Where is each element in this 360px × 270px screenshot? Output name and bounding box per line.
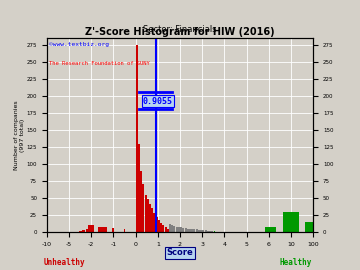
Bar bbox=[123, 229, 126, 232]
Bar bbox=[169, 224, 171, 232]
Bar bbox=[147, 200, 149, 232]
Bar bbox=[140, 171, 142, 232]
Bar bbox=[207, 231, 209, 232]
Text: ©www.textbiz.org: ©www.textbiz.org bbox=[49, 42, 109, 47]
Bar bbox=[162, 225, 164, 232]
Bar bbox=[218, 231, 220, 232]
Bar bbox=[211, 231, 213, 232]
Bar bbox=[136, 45, 138, 232]
Bar bbox=[209, 231, 211, 232]
Bar bbox=[86, 229, 89, 232]
X-axis label: Score: Score bbox=[167, 248, 193, 257]
Bar bbox=[216, 231, 217, 232]
Title: Z'-Score Histogram for HIW (2016): Z'-Score Histogram for HIW (2016) bbox=[85, 27, 275, 37]
Bar bbox=[183, 228, 184, 232]
Bar bbox=[71, 231, 74, 232]
Text: Healthy: Healthy bbox=[279, 258, 311, 267]
Y-axis label: Number of companies
(997 total): Number of companies (997 total) bbox=[14, 100, 25, 170]
Bar bbox=[66, 231, 68, 232]
Bar bbox=[98, 227, 107, 232]
Bar bbox=[305, 222, 321, 232]
Bar bbox=[151, 208, 153, 232]
Bar bbox=[176, 227, 177, 232]
Bar bbox=[225, 231, 226, 232]
Bar bbox=[160, 223, 162, 232]
Bar bbox=[78, 231, 82, 232]
Bar bbox=[112, 228, 114, 232]
Text: Unhealthy: Unhealthy bbox=[44, 258, 86, 267]
Bar bbox=[145, 195, 147, 232]
Bar bbox=[196, 230, 198, 232]
Bar bbox=[213, 231, 215, 232]
Bar bbox=[187, 229, 189, 232]
Bar bbox=[158, 220, 160, 232]
Bar bbox=[204, 230, 207, 232]
Bar bbox=[171, 225, 173, 232]
Bar bbox=[189, 229, 191, 232]
Bar bbox=[153, 213, 156, 232]
Bar bbox=[75, 231, 78, 232]
Bar bbox=[238, 231, 240, 232]
Bar bbox=[165, 227, 167, 232]
Text: The Research Foundation of SUNY: The Research Foundation of SUNY bbox=[49, 61, 150, 66]
Bar bbox=[82, 230, 85, 232]
Bar bbox=[185, 228, 186, 232]
Bar bbox=[88, 225, 94, 232]
Bar bbox=[167, 229, 169, 232]
Text: Sector: Financials: Sector: Financials bbox=[143, 25, 217, 34]
Bar bbox=[198, 230, 200, 232]
Bar bbox=[200, 230, 202, 232]
Bar bbox=[220, 231, 222, 232]
Bar bbox=[202, 230, 204, 232]
Bar bbox=[234, 231, 235, 232]
Text: 0.9055: 0.9055 bbox=[143, 97, 173, 106]
Bar bbox=[149, 204, 151, 232]
Bar bbox=[265, 227, 276, 232]
Bar bbox=[229, 231, 231, 232]
Bar bbox=[138, 144, 140, 232]
Bar bbox=[180, 227, 182, 232]
Bar bbox=[178, 227, 180, 232]
Bar bbox=[193, 230, 195, 232]
Bar bbox=[222, 231, 224, 232]
Bar bbox=[243, 231, 244, 232]
Bar bbox=[143, 184, 144, 232]
Bar bbox=[46, 231, 47, 232]
Bar bbox=[174, 226, 175, 232]
Bar bbox=[156, 217, 158, 232]
Bar bbox=[283, 212, 299, 232]
Bar bbox=[191, 229, 193, 232]
